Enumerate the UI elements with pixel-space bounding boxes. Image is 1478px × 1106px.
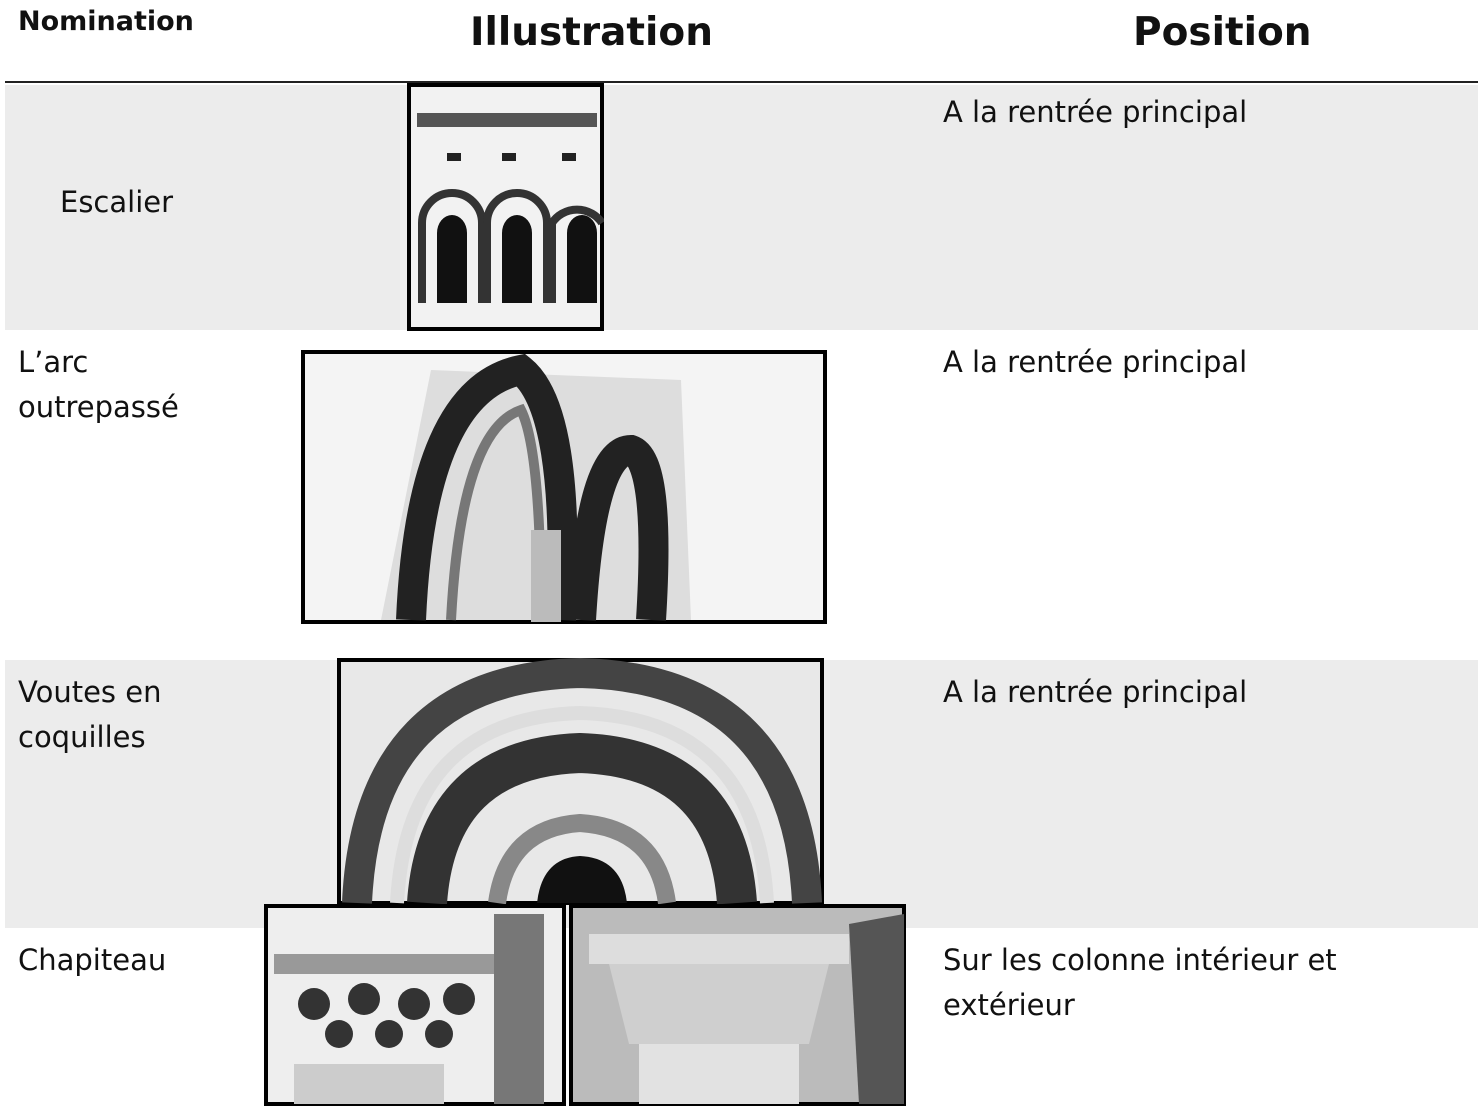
nomination: Chapiteau	[18, 943, 167, 977]
nomination: Escalier	[60, 185, 174, 219]
nomination: L’arc outrepassé	[18, 345, 179, 424]
nomination: Voutes en coquilles	[18, 675, 162, 754]
header: Illustration	[470, 10, 713, 55]
position: Sur les colonne intérieur et extérieur	[943, 943, 1337, 1022]
photo	[407, 83, 604, 331]
position: A la rentrée principal	[943, 95, 1248, 129]
header: Nomination	[18, 6, 194, 37]
header: Position	[1133, 10, 1312, 55]
photo	[569, 904, 906, 1106]
row-band	[5, 85, 1478, 330]
header-rule	[5, 81, 1478, 83]
position: A la rentrée principal	[943, 675, 1248, 709]
photo	[264, 904, 566, 1106]
photo	[337, 658, 824, 905]
photo	[301, 350, 827, 624]
position: A la rentrée principal	[943, 345, 1248, 379]
